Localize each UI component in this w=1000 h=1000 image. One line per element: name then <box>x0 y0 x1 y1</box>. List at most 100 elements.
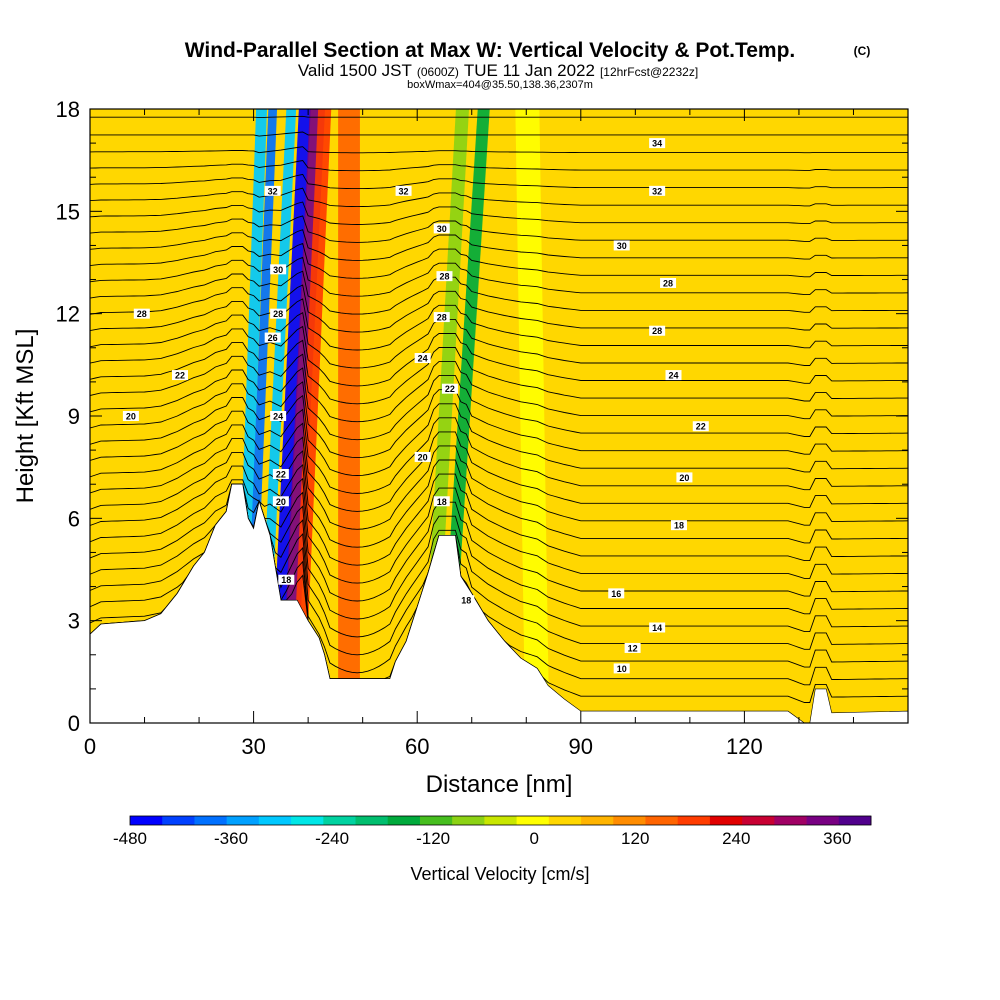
y-tick-label: 15 <box>56 199 80 224</box>
contour-label: 16 <box>608 588 625 599</box>
theta-contour-line <box>90 242 908 279</box>
colorbar-tick-label: -360 <box>214 829 248 848</box>
colorbar-tick-label: -480 <box>113 829 147 848</box>
contour-label-text: 10 <box>617 664 627 674</box>
x-tick-label: 120 <box>726 734 763 759</box>
theta-contour-line <box>90 146 908 154</box>
x-tick-label: 60 <box>405 734 429 759</box>
theta-contour-line <box>90 483 908 602</box>
colorbar-tick-label: 0 <box>529 829 538 848</box>
x-tick-label: 0 <box>84 734 96 759</box>
contour-label-text: 20 <box>418 452 428 462</box>
x-axis-label: Distance [nm] <box>426 771 573 798</box>
contour-label: 18 <box>433 496 450 507</box>
contour-label-text: 22 <box>445 384 455 394</box>
theta-contour-line <box>90 367 908 441</box>
contour-labels: 34 32 32 32 30 30 30 28 28 28 28 28 28 26 24 22 24 22 24 20… <box>122 138 709 674</box>
velocity-band <box>338 109 360 723</box>
colorbar <box>129 815 872 826</box>
contour-label: 24 <box>270 411 287 422</box>
contour-label-text: 28 <box>137 309 147 319</box>
colorbar-frame <box>129 815 872 826</box>
contour-label-text: 34 <box>652 139 662 149</box>
contour-label: 20 <box>414 451 431 462</box>
contour-label-text: 14 <box>652 623 662 633</box>
x-tick-label: 30 <box>241 734 265 759</box>
contour-label: 28 <box>436 271 453 282</box>
contour-label: 30 <box>270 264 287 275</box>
colorbar-swatch <box>806 816 840 825</box>
theta-contour-line <box>90 187 908 208</box>
contour-label-text: 28 <box>273 309 283 319</box>
theta-contour-line <box>90 201 908 225</box>
copyright-mark: (C) <box>854 44 871 58</box>
chart-title: Wind-Parallel Section at Max W: Vertical… <box>185 39 796 62</box>
colorbar-swatch <box>838 816 872 825</box>
contour-label: 28 <box>433 312 450 323</box>
contour-label: 28 <box>660 277 677 288</box>
colorbar-swatch <box>677 816 711 825</box>
velocity-band <box>290 109 332 723</box>
y-axis-label: Height [Kft MSL] <box>12 329 39 504</box>
y-tick-label: 9 <box>68 404 80 429</box>
contour-label: 22 <box>441 383 458 394</box>
colorbar-swatch <box>355 816 389 825</box>
theta-contour-line <box>90 256 908 297</box>
colorbar-swatch <box>516 816 550 825</box>
contour-label: 32 <box>395 185 412 196</box>
contour-label-text: 32 <box>268 186 278 196</box>
contour-label-text: 18 <box>437 497 447 507</box>
contour-label-text: 32 <box>652 186 662 196</box>
contour-label-text: 24 <box>668 371 678 381</box>
y-tick-label: 0 <box>68 711 80 736</box>
valid-date: TUE 11 Jan 2022 <box>464 61 595 80</box>
theta-contour-line <box>90 115 908 119</box>
theta-contour-line <box>90 436 908 530</box>
velocity-band <box>269 109 311 723</box>
contour-label-text: 22 <box>175 371 185 381</box>
contour-label-text: 16 <box>611 589 621 599</box>
contour-label: 20 <box>122 411 139 422</box>
contour-label: 22 <box>692 421 709 432</box>
colorbar-swatch <box>484 816 518 825</box>
valid-prefix: Valid 1500 JST <box>298 61 412 80</box>
colorbar-swatch <box>194 816 228 825</box>
contour-label: 10 <box>613 663 630 674</box>
colorbar-swatch <box>548 816 582 825</box>
colorbar-swatch <box>258 816 292 825</box>
theta-contour-line <box>90 229 908 261</box>
y-tick-label: 6 <box>68 506 80 531</box>
y-tick-label: 3 <box>68 609 80 634</box>
contour-label-text: 20 <box>126 412 136 422</box>
contour-label: 32 <box>264 185 281 196</box>
contour-label-text: 24 <box>273 412 283 422</box>
theta-contour-line <box>90 160 908 172</box>
contour-label: 24 <box>414 353 431 364</box>
valid-time-line: Valid 1500 JST (0600Z) TUE 11 Jan 2022 [12h… <box>298 61 698 80</box>
contour-label: 18 <box>278 574 295 585</box>
contour-label: 32 <box>649 185 666 196</box>
colorbar-swatch <box>452 816 485 825</box>
y-tick-label: 12 <box>56 302 80 327</box>
colorbar-tick-label: -240 <box>315 829 349 848</box>
contour-label: 30 <box>433 223 450 234</box>
contour-label: 14 <box>649 622 666 633</box>
colorbar-swatch <box>613 816 646 825</box>
x-tick-label: 90 <box>569 734 593 759</box>
contour-label-text: 32 <box>399 186 409 196</box>
colorbar-swatch <box>162 816 195 825</box>
contour-label: 24 <box>665 370 682 381</box>
contour-label-text: 18 <box>674 521 684 531</box>
contour-label: 22 <box>272 468 289 479</box>
contour-label-text: 22 <box>696 422 706 432</box>
contour-label-text: 26 <box>268 333 278 343</box>
colorbar-swatch <box>645 816 679 825</box>
y-tick-label: 18 <box>56 97 80 122</box>
colorbar-tick-label: -120 <box>416 829 450 848</box>
colorbar-tick-label: 240 <box>722 829 750 848</box>
colorbar-ticks: -480 -360 -240 -120 0 120 240 360 <box>113 829 852 848</box>
contour-label: 22 <box>171 370 188 381</box>
box-max-info: boxWmax=404@35.50,138.36,2307m <box>407 79 593 91</box>
contour-label-text: 28 <box>663 278 673 288</box>
contour-label-text: 18 <box>281 575 291 585</box>
